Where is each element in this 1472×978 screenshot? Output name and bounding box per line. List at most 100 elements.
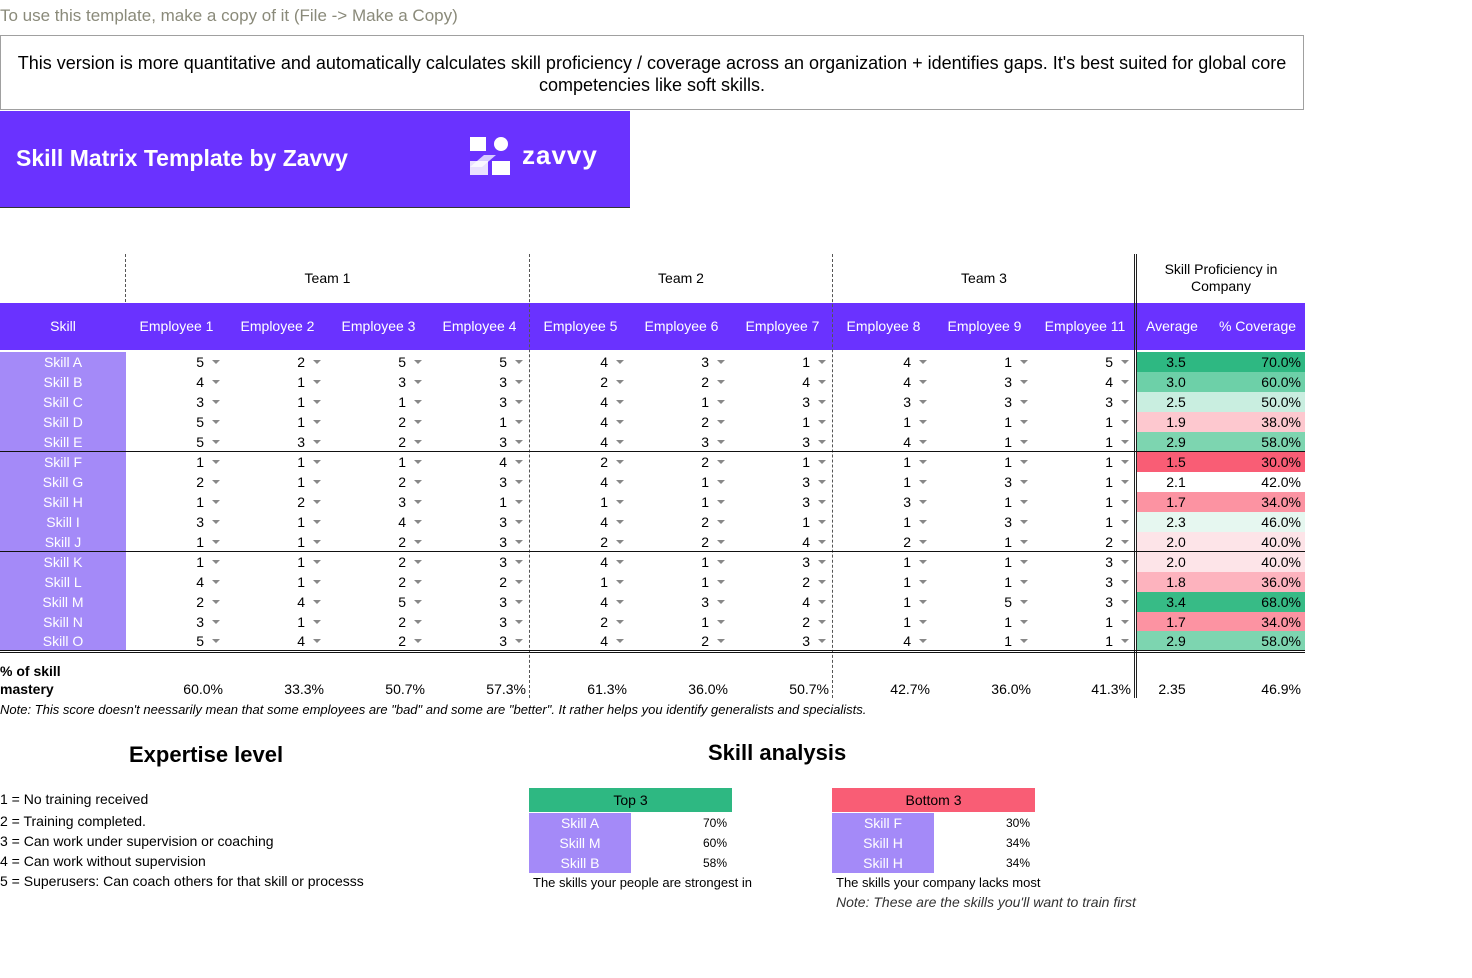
rating-dropdown[interactable]: 1 bbox=[802, 414, 810, 430]
rating-dropdown[interactable]: 1 bbox=[297, 514, 305, 530]
rating-dropdown[interactable]: 1 bbox=[802, 514, 810, 530]
rating-dropdown[interactable]: 1 bbox=[701, 574, 709, 590]
rating-dropdown[interactable]: 2 bbox=[196, 594, 204, 610]
rating-dropdown[interactable]: 2 bbox=[398, 633, 406, 649]
rating-dropdown[interactable]: 1 bbox=[297, 574, 305, 590]
rating-dropdown[interactable]: 3 bbox=[499, 514, 507, 530]
dropdown-arrow-icon[interactable] bbox=[818, 520, 826, 524]
dropdown-arrow-icon[interactable] bbox=[717, 600, 725, 604]
dropdown-arrow-icon[interactable] bbox=[414, 600, 422, 604]
dropdown-arrow-icon[interactable] bbox=[1020, 639, 1028, 643]
rating-dropdown[interactable]: 4 bbox=[297, 633, 305, 649]
dropdown-arrow-icon[interactable] bbox=[313, 540, 321, 544]
dropdown-arrow-icon[interactable] bbox=[818, 639, 826, 643]
rating-dropdown[interactable]: 4 bbox=[196, 574, 204, 590]
dropdown-arrow-icon[interactable] bbox=[1121, 460, 1129, 464]
rating-dropdown[interactable]: 2 bbox=[701, 633, 709, 649]
rating-dropdown[interactable]: 3 bbox=[499, 554, 507, 570]
dropdown-arrow-icon[interactable] bbox=[212, 360, 220, 364]
rating-dropdown[interactable]: 1 bbox=[398, 454, 406, 470]
rating-dropdown[interactable]: 1 bbox=[1105, 614, 1113, 630]
rating-dropdown[interactable]: 3 bbox=[1105, 574, 1113, 590]
rating-dropdown[interactable]: 2 bbox=[1105, 534, 1113, 550]
rating-dropdown[interactable]: 1 bbox=[1004, 633, 1012, 649]
dropdown-arrow-icon[interactable] bbox=[1121, 580, 1129, 584]
dropdown-arrow-icon[interactable] bbox=[1020, 580, 1028, 584]
dropdown-arrow-icon[interactable] bbox=[313, 620, 321, 624]
dropdown-arrow-icon[interactable] bbox=[313, 520, 321, 524]
dropdown-arrow-icon[interactable] bbox=[1020, 540, 1028, 544]
dropdown-arrow-icon[interactable] bbox=[515, 460, 523, 464]
dropdown-arrow-icon[interactable] bbox=[717, 440, 725, 444]
dropdown-arrow-icon[interactable] bbox=[1020, 520, 1028, 524]
rating-dropdown[interactable]: 1 bbox=[499, 414, 507, 430]
dropdown-arrow-icon[interactable] bbox=[818, 420, 826, 424]
dropdown-arrow-icon[interactable] bbox=[414, 560, 422, 564]
dropdown-arrow-icon[interactable] bbox=[515, 520, 523, 524]
dropdown-arrow-icon[interactable] bbox=[414, 580, 422, 584]
dropdown-arrow-icon[interactable] bbox=[818, 500, 826, 504]
dropdown-arrow-icon[interactable] bbox=[212, 480, 220, 484]
dropdown-arrow-icon[interactable] bbox=[616, 360, 624, 364]
dropdown-arrow-icon[interactable] bbox=[1020, 560, 1028, 564]
rating-dropdown[interactable]: 2 bbox=[903, 534, 911, 550]
rating-dropdown[interactable]: 1 bbox=[1105, 514, 1113, 530]
dropdown-arrow-icon[interactable] bbox=[212, 639, 220, 643]
dropdown-arrow-icon[interactable] bbox=[1020, 420, 1028, 424]
dropdown-arrow-icon[interactable] bbox=[717, 380, 725, 384]
dropdown-arrow-icon[interactable] bbox=[1020, 460, 1028, 464]
rating-dropdown[interactable]: 3 bbox=[802, 633, 810, 649]
rating-dropdown[interactable]: 2 bbox=[701, 534, 709, 550]
dropdown-arrow-icon[interactable] bbox=[313, 560, 321, 564]
rating-dropdown[interactable]: 2 bbox=[600, 534, 608, 550]
rating-dropdown[interactable]: 3 bbox=[701, 354, 709, 370]
rating-dropdown[interactable]: 2 bbox=[701, 374, 709, 390]
rating-dropdown[interactable]: 1 bbox=[903, 454, 911, 470]
dropdown-arrow-icon[interactable] bbox=[515, 600, 523, 604]
rating-dropdown[interactable]: 1 bbox=[297, 614, 305, 630]
rating-dropdown[interactable]: 5 bbox=[1105, 354, 1113, 370]
rating-dropdown[interactable]: 1 bbox=[1004, 554, 1012, 570]
dropdown-arrow-icon[interactable] bbox=[818, 600, 826, 604]
rating-dropdown[interactable]: 4 bbox=[600, 414, 608, 430]
rating-dropdown[interactable]: 3 bbox=[1004, 394, 1012, 410]
dropdown-arrow-icon[interactable] bbox=[818, 580, 826, 584]
rating-dropdown[interactable]: 1 bbox=[1004, 494, 1012, 510]
rating-dropdown[interactable]: 1 bbox=[802, 454, 810, 470]
rating-dropdown[interactable]: 4 bbox=[600, 354, 608, 370]
rating-dropdown[interactable]: 1 bbox=[297, 554, 305, 570]
dropdown-arrow-icon[interactable] bbox=[515, 560, 523, 564]
rating-dropdown[interactable]: 1 bbox=[1004, 614, 1012, 630]
rating-dropdown[interactable]: 5 bbox=[196, 434, 204, 450]
dropdown-arrow-icon[interactable] bbox=[616, 639, 624, 643]
rating-dropdown[interactable]: 1 bbox=[600, 494, 608, 510]
rating-dropdown[interactable]: 1 bbox=[1105, 494, 1113, 510]
rating-dropdown[interactable]: 4 bbox=[802, 534, 810, 550]
rating-dropdown[interactable]: 2 bbox=[398, 474, 406, 490]
dropdown-arrow-icon[interactable] bbox=[212, 620, 220, 624]
dropdown-arrow-icon[interactable] bbox=[212, 440, 220, 444]
rating-dropdown[interactable]: 1 bbox=[297, 454, 305, 470]
rating-dropdown[interactable]: 3 bbox=[1105, 594, 1113, 610]
dropdown-arrow-icon[interactable] bbox=[919, 639, 927, 643]
dropdown-arrow-icon[interactable] bbox=[1121, 600, 1129, 604]
dropdown-arrow-icon[interactable] bbox=[515, 400, 523, 404]
dropdown-arrow-icon[interactable] bbox=[717, 580, 725, 584]
dropdown-arrow-icon[interactable] bbox=[1121, 520, 1129, 524]
rating-dropdown[interactable]: 4 bbox=[600, 394, 608, 410]
rating-dropdown[interactable]: 2 bbox=[398, 434, 406, 450]
dropdown-arrow-icon[interactable] bbox=[616, 560, 624, 564]
dropdown-arrow-icon[interactable] bbox=[919, 600, 927, 604]
rating-dropdown[interactable]: 2 bbox=[398, 534, 406, 550]
rating-dropdown[interactable]: 3 bbox=[499, 394, 507, 410]
dropdown-arrow-icon[interactable] bbox=[818, 480, 826, 484]
rating-dropdown[interactable]: 1 bbox=[802, 354, 810, 370]
rating-dropdown[interactable]: 3 bbox=[499, 534, 507, 550]
dropdown-arrow-icon[interactable] bbox=[212, 520, 220, 524]
dropdown-arrow-icon[interactable] bbox=[212, 400, 220, 404]
rating-dropdown[interactable]: 1 bbox=[1004, 454, 1012, 470]
dropdown-arrow-icon[interactable] bbox=[919, 420, 927, 424]
rating-dropdown[interactable]: 1 bbox=[196, 494, 204, 510]
dropdown-arrow-icon[interactable] bbox=[1121, 560, 1129, 564]
rating-dropdown[interactable]: 2 bbox=[297, 494, 305, 510]
